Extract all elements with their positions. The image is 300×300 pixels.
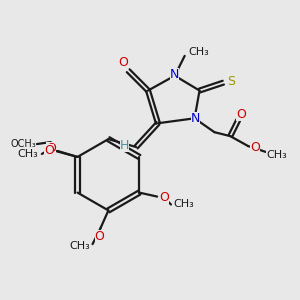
Text: O: O (44, 143, 54, 157)
Text: OCH₃: OCH₃ (10, 139, 36, 149)
Text: O: O (94, 230, 104, 243)
Text: CH₃: CH₃ (188, 47, 209, 57)
Text: O: O (118, 56, 128, 69)
Text: N: N (191, 112, 200, 125)
Text: O: O (250, 140, 260, 154)
Text: O: O (159, 191, 169, 204)
Text: CH₃: CH₃ (69, 241, 90, 251)
Text: H: H (120, 139, 129, 152)
Text: O: O (46, 142, 56, 154)
Text: O: O (236, 108, 246, 121)
Text: CH₃: CH₃ (18, 149, 38, 159)
Text: S: S (227, 75, 235, 88)
Text: CH₃: CH₃ (173, 200, 194, 209)
Text: CH₃: CH₃ (266, 150, 287, 160)
Text: N: N (170, 68, 179, 81)
